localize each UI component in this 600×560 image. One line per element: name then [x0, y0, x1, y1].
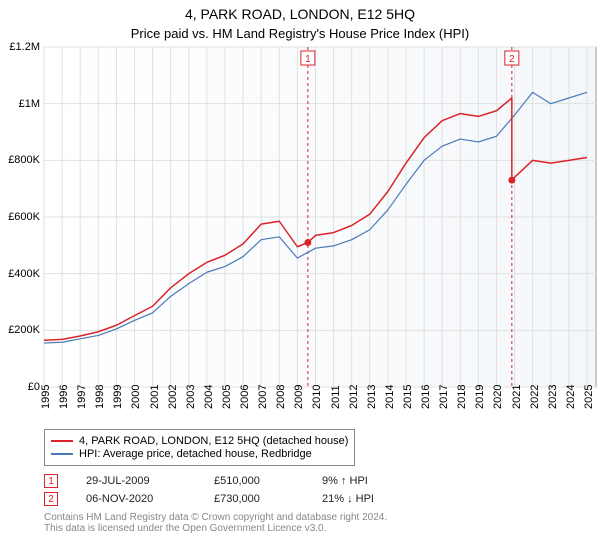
x-tick-label: 2011: [330, 385, 342, 409]
legend-item: 4, PARK ROAD, LONDON, E12 5HQ (detached …: [51, 435, 348, 447]
x-tick-label: 1996: [58, 385, 70, 409]
y-axis-labels: £0£200K£400K£600K£800K£1M£1.2M: [0, 47, 40, 387]
x-tick-label: 2017: [438, 385, 450, 409]
chart-subtitle: Price paid vs. HM Land Registry's House …: [0, 26, 600, 41]
x-tick-label: 2000: [130, 385, 142, 409]
chart-area: £0£200K£400K£600K£800K£1M£1.2M 12: [44, 47, 596, 387]
legend-item: HPI: Average price, detached house, Redb…: [51, 448, 348, 460]
x-tick-label: 2020: [492, 385, 504, 409]
x-tick-label: 1997: [76, 385, 88, 409]
chart-svg: 12: [44, 47, 596, 387]
sale-price: £730,000: [214, 493, 294, 505]
y-tick-label: £800K: [8, 154, 40, 166]
x-tick-label: 1998: [94, 385, 106, 409]
y-tick-label: £1M: [19, 98, 40, 110]
x-tick-label: 2010: [311, 385, 323, 409]
sale-date: 06-NOV-2020: [86, 493, 186, 505]
x-tick-label: 2025: [583, 385, 595, 409]
y-tick-label: £1.2M: [9, 41, 40, 53]
x-tick-label: 2012: [348, 385, 360, 409]
sales-table: 1 29-JUL-2009 £510,000 9% ↑ HPI 2 06-NOV-2020…: [44, 472, 588, 508]
y-tick-label: £400K: [8, 268, 40, 280]
x-tick-label: 2007: [257, 385, 269, 409]
x-tick-label: 1999: [112, 385, 124, 409]
y-tick-label: £0: [28, 381, 40, 393]
x-tick-label: 2009: [293, 385, 305, 409]
footer-line-1: Contains HM Land Registry data © Crown c…: [44, 512, 588, 523]
x-tick-label: 2013: [366, 385, 378, 409]
x-tick-label: 2005: [221, 385, 233, 409]
sale-diff: 9% ↑ HPI: [322, 475, 402, 487]
x-tick-label: 2002: [167, 385, 179, 409]
legend-swatch: [51, 440, 73, 442]
sale-marker: 1: [44, 474, 58, 488]
x-tick-label: 2014: [384, 385, 396, 409]
sale-date: 29-JUL-2009: [86, 475, 186, 487]
y-tick-label: £200K: [8, 324, 40, 336]
sale-row: 1 29-JUL-2009 £510,000 9% ↑ HPI: [44, 472, 588, 490]
x-tick-label: 1995: [40, 385, 52, 409]
chart-title-block: 4, PARK ROAD, LONDON, E12 5HQ Price paid…: [0, 0, 600, 43]
x-tick-label: 2019: [474, 385, 486, 409]
footer-line-2: This data is licensed under the Open Gov…: [44, 523, 588, 534]
sale-marker: 2: [44, 492, 58, 506]
y-tick-label: £600K: [8, 211, 40, 223]
svg-text:2: 2: [509, 54, 515, 65]
x-tick-label: 2008: [275, 385, 287, 409]
x-tick-label: 2001: [149, 385, 161, 409]
x-tick-label: 2004: [203, 385, 215, 409]
legend-swatch: [51, 453, 73, 455]
legend-label: HPI: Average price, detached house, Redb…: [79, 448, 312, 460]
legend-label: 4, PARK ROAD, LONDON, E12 5HQ (detached …: [79, 435, 348, 447]
x-tick-label: 2023: [547, 385, 559, 409]
x-tick-label: 2006: [239, 385, 251, 409]
x-tick-label: 2015: [402, 385, 414, 409]
x-tick-label: 2003: [185, 385, 197, 409]
legend-box: 4, PARK ROAD, LONDON, E12 5HQ (detached …: [44, 429, 355, 466]
x-tick-label: 2018: [456, 385, 468, 409]
x-tick-label: 2021: [511, 385, 523, 409]
svg-text:1: 1: [305, 54, 311, 65]
x-tick-label: 2024: [565, 385, 577, 409]
footer: Contains HM Land Registry data © Crown c…: [44, 512, 588, 534]
chart-title: 4, PARK ROAD, LONDON, E12 5HQ: [0, 6, 600, 22]
x-tick-label: 2022: [529, 385, 541, 409]
x-tick-label: 2016: [420, 385, 432, 409]
sale-price: £510,000: [214, 475, 294, 487]
sale-row: 2 06-NOV-2020 £730,000 21% ↓ HPI: [44, 490, 588, 508]
sale-diff: 21% ↓ HPI: [322, 493, 402, 505]
